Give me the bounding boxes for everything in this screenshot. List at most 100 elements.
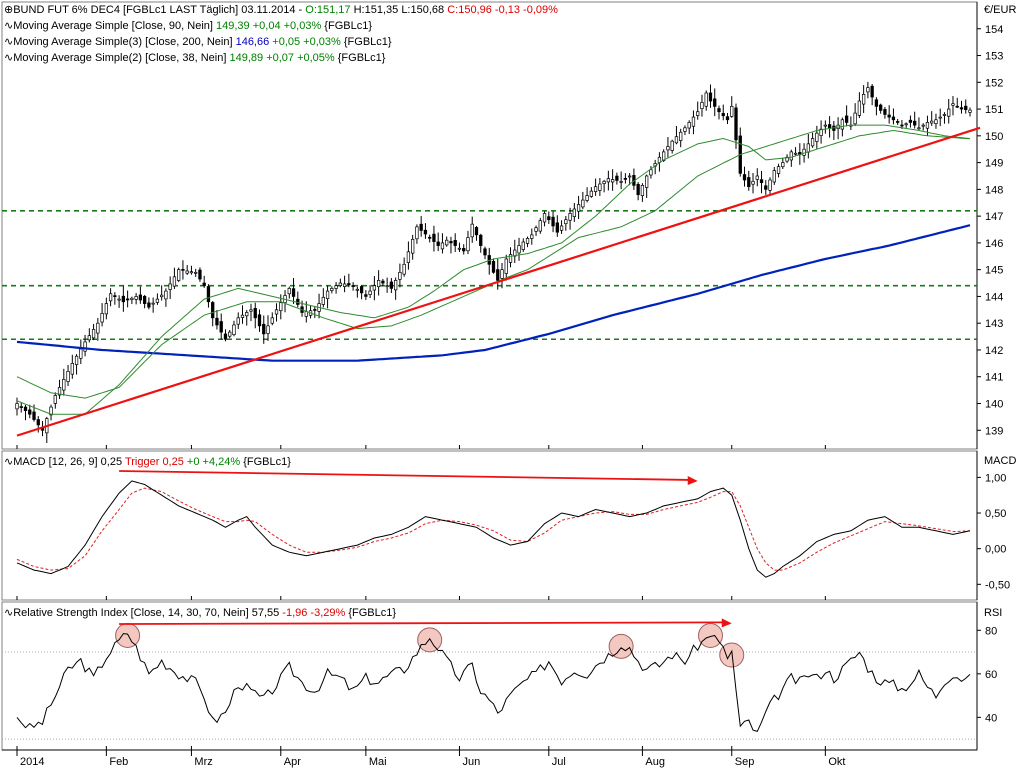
- price-y-tick-label: 151: [985, 104, 1003, 116]
- candle-body: [313, 309, 317, 311]
- candle-body: [389, 281, 394, 289]
- candle-body: [768, 179, 772, 191]
- candle-body: [721, 113, 725, 117]
- candle-body: [100, 313, 104, 323]
- candle-body: [764, 185, 768, 190]
- rsi-y-tick-label: 80: [985, 625, 997, 637]
- candle-body: [19, 406, 23, 408]
- candle-body: [198, 269, 202, 280]
- candle-body: [747, 177, 751, 188]
- candle-body: [355, 288, 360, 291]
- candle-body: [121, 295, 126, 303]
- candle-body: [938, 116, 942, 119]
- candle-body: [57, 387, 62, 396]
- x-tick-label: Jun: [462, 756, 480, 768]
- ma90-label: Moving Average Simple [Close, 90, Nein]: [13, 20, 217, 32]
- candle-body: [194, 271, 198, 274]
- candle-body: [79, 348, 83, 359]
- candle-body: [781, 162, 785, 168]
- candle-body: [534, 227, 538, 232]
- candle-body: [168, 283, 172, 290]
- candle-body: [483, 248, 487, 256]
- candle-body: [968, 109, 972, 113]
- rsi-peak-circle: [417, 627, 443, 653]
- ma200-value: 146,66: [235, 36, 270, 48]
- candle-body: [70, 362, 74, 375]
- candle-body: [513, 249, 517, 257]
- x-tick-label: Okt: [828, 756, 845, 768]
- ma200-legend[interactable]: ∿Moving Average Simple(3) [Close, 200, N…: [4, 35, 392, 49]
- candle-body: [457, 247, 462, 250]
- trend-line: [16, 126, 981, 437]
- candle-body: [666, 146, 670, 151]
- rsi-header[interactable]: ∿Relative Strength Index [Close, 14, 30,…: [4, 606, 396, 620]
- candle-body: [547, 216, 551, 221]
- candle-body: [508, 254, 513, 263]
- candle-body: [930, 120, 934, 124]
- x-tick-label: Apr: [284, 756, 301, 768]
- candle-body: [342, 283, 347, 287]
- candle-body: [823, 124, 827, 127]
- candle-body: [155, 298, 160, 303]
- price-y-tick-label: 148: [985, 184, 1003, 196]
- macd-line: [16, 480, 971, 578]
- candle-body: [211, 302, 215, 319]
- candle-body: [466, 237, 470, 252]
- candle-body: [440, 242, 445, 250]
- candle-body: [619, 180, 623, 183]
- candle-body: [819, 128, 823, 136]
- macd-header[interactable]: ∿MACD [12, 26, 9] 0,25 Trigger 0,25 +0 +…: [4, 455, 291, 469]
- ma38-change: +0,07 +0,05%: [266, 52, 335, 64]
- candle-body: [683, 127, 687, 132]
- candle-body: [228, 331, 232, 337]
- candle-body: [274, 309, 279, 315]
- trigger-label: Trigger: [124, 456, 160, 468]
- candle-body: [419, 223, 423, 231]
- candle-body: [827, 124, 832, 129]
- candle-body: [376, 280, 381, 288]
- macd-divergence-arrowhead: [687, 475, 698, 485]
- candle-body: [564, 219, 568, 225]
- candle-body: [500, 269, 504, 279]
- candle-body: [649, 169, 653, 176]
- candle-body: [568, 213, 572, 221]
- ma200-line: [16, 224, 971, 362]
- candle-body: [108, 293, 113, 302]
- candle-body: [810, 138, 815, 147]
- ma90-change: +0,04 +0,03%: [252, 20, 322, 32]
- wave-icon: ∿: [4, 52, 14, 64]
- rsi-peak-circle: [115, 622, 141, 648]
- candle-body: [802, 148, 806, 156]
- close-value: C:150,96 -0,13 -0,09%: [447, 4, 558, 16]
- candle-body: [134, 296, 138, 300]
- candle-body: [891, 116, 896, 121]
- candle-body: [113, 295, 117, 297]
- candle-body: [347, 283, 351, 286]
- ma38-legend[interactable]: ∿Moving Average Simple(2) [Close, 38, Ne…: [4, 51, 385, 65]
- rsi-line: [16, 633, 971, 733]
- candle-body: [734, 107, 738, 141]
- price-y-tick-label: 141: [985, 372, 1003, 384]
- candle-body: [359, 286, 364, 294]
- candle-body: [789, 151, 793, 161]
- candle-body: [240, 314, 245, 318]
- candle-body: [844, 115, 849, 123]
- candle-body: [883, 109, 887, 115]
- candle-body: [160, 294, 164, 298]
- x-tick-label: Sep: [735, 756, 755, 768]
- candle-body: [947, 108, 951, 117]
- ma90-value: 149,39: [216, 20, 250, 32]
- wave-icon: ∿: [4, 20, 14, 32]
- candle-body: [262, 323, 266, 335]
- candle-body: [330, 288, 334, 291]
- rsi-axis-label: RSI: [984, 607, 1003, 619]
- candle-body: [36, 419, 40, 426]
- candle-body: [223, 333, 228, 340]
- ma38-value: 149,89: [229, 52, 264, 64]
- rsi-suffix: {FGBLc1}: [345, 607, 397, 619]
- candle-body: [185, 270, 189, 274]
- ma90-legend[interactable]: ∿Moving Average Simple [Close, 90, Nein]…: [4, 19, 372, 33]
- macd-y-tick-label: 1,00: [985, 472, 1006, 484]
- candle-body: [908, 119, 913, 123]
